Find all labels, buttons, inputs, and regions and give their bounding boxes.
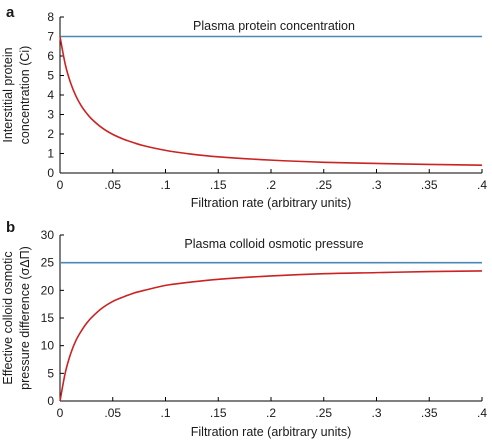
y-tick-label: 15: [41, 311, 55, 325]
series-line: [59, 36, 483, 166]
reference-line-label: Plasma colloid osmotic pressure: [184, 237, 363, 251]
y-tick-label: 7: [47, 30, 54, 44]
x-tick-label: .2: [266, 178, 276, 192]
x-tick-label: .3: [371, 178, 381, 192]
y-axis-title-line: concentration (Ci): [18, 46, 32, 145]
x-tick-label: .4: [477, 406, 487, 420]
x-tick-label: .05: [104, 406, 121, 420]
y-tick-label: 30: [41, 228, 55, 242]
panel-a: a 0 .05 .1 .15 .2 .25 .3 .35 .4 0 1 2 3 4 5 6 7 8 Filtratio…: [1, 4, 487, 210]
panel-letter: a: [6, 4, 15, 21]
x-tick-label: 0: [57, 178, 64, 192]
x-tick-label: .15: [210, 178, 227, 192]
y-tick-label: 20: [41, 283, 55, 297]
y-tick-label: 4: [47, 88, 54, 102]
y-tick-label: 25: [41, 256, 55, 270]
reference-line-label: Plasma protein concentration: [193, 19, 355, 33]
x-tick-label: .4: [477, 178, 487, 192]
x-tick-label: .25: [315, 178, 332, 192]
y-tick-label: 5: [47, 69, 54, 83]
y-tick-label: 0: [47, 166, 54, 180]
y-axis-title-line: Interstitial protein: [1, 47, 15, 142]
y-tick-label: 1: [47, 147, 54, 161]
x-tick-label: .15: [210, 406, 227, 420]
x-tick-label: .35: [421, 178, 438, 192]
panel-b: b 0 .05 .1 .15 .2 .25 .3 .35 .4 0 5 10 15 20 25 30 Filtra…: [1, 219, 487, 439]
panel-letter: b: [6, 219, 15, 236]
x-axis-title: Filtration rate (arbitrary units): [191, 196, 351, 210]
y-tick-label: 10: [41, 339, 55, 353]
y-axis-title-line: pressure difference (σΔΠ): [18, 246, 32, 390]
y-tick-label: 3: [47, 108, 54, 122]
y-tick-label: 0: [47, 394, 54, 408]
y-tick-label: 5: [47, 366, 54, 380]
x-tick-label: .35: [421, 406, 438, 420]
y-tick-label: 2: [47, 127, 54, 141]
x-tick-label: .1: [160, 406, 170, 420]
x-tick-label: .1: [160, 178, 170, 192]
x-tick-label: .05: [104, 178, 121, 192]
x-axis-title: Filtration rate (arbitrary units): [191, 425, 351, 439]
x-tick-label: 0: [57, 406, 64, 420]
y-axis-title-line: Effective colloid osmotic: [1, 251, 15, 384]
x-tick-label: .3: [371, 406, 381, 420]
y-tick-label: 6: [47, 49, 54, 63]
x-tick-label: .2: [266, 406, 276, 420]
y-tick-label: 8: [47, 10, 54, 24]
x-tick-label: .25: [315, 406, 332, 420]
series-line: [59, 270, 483, 402]
